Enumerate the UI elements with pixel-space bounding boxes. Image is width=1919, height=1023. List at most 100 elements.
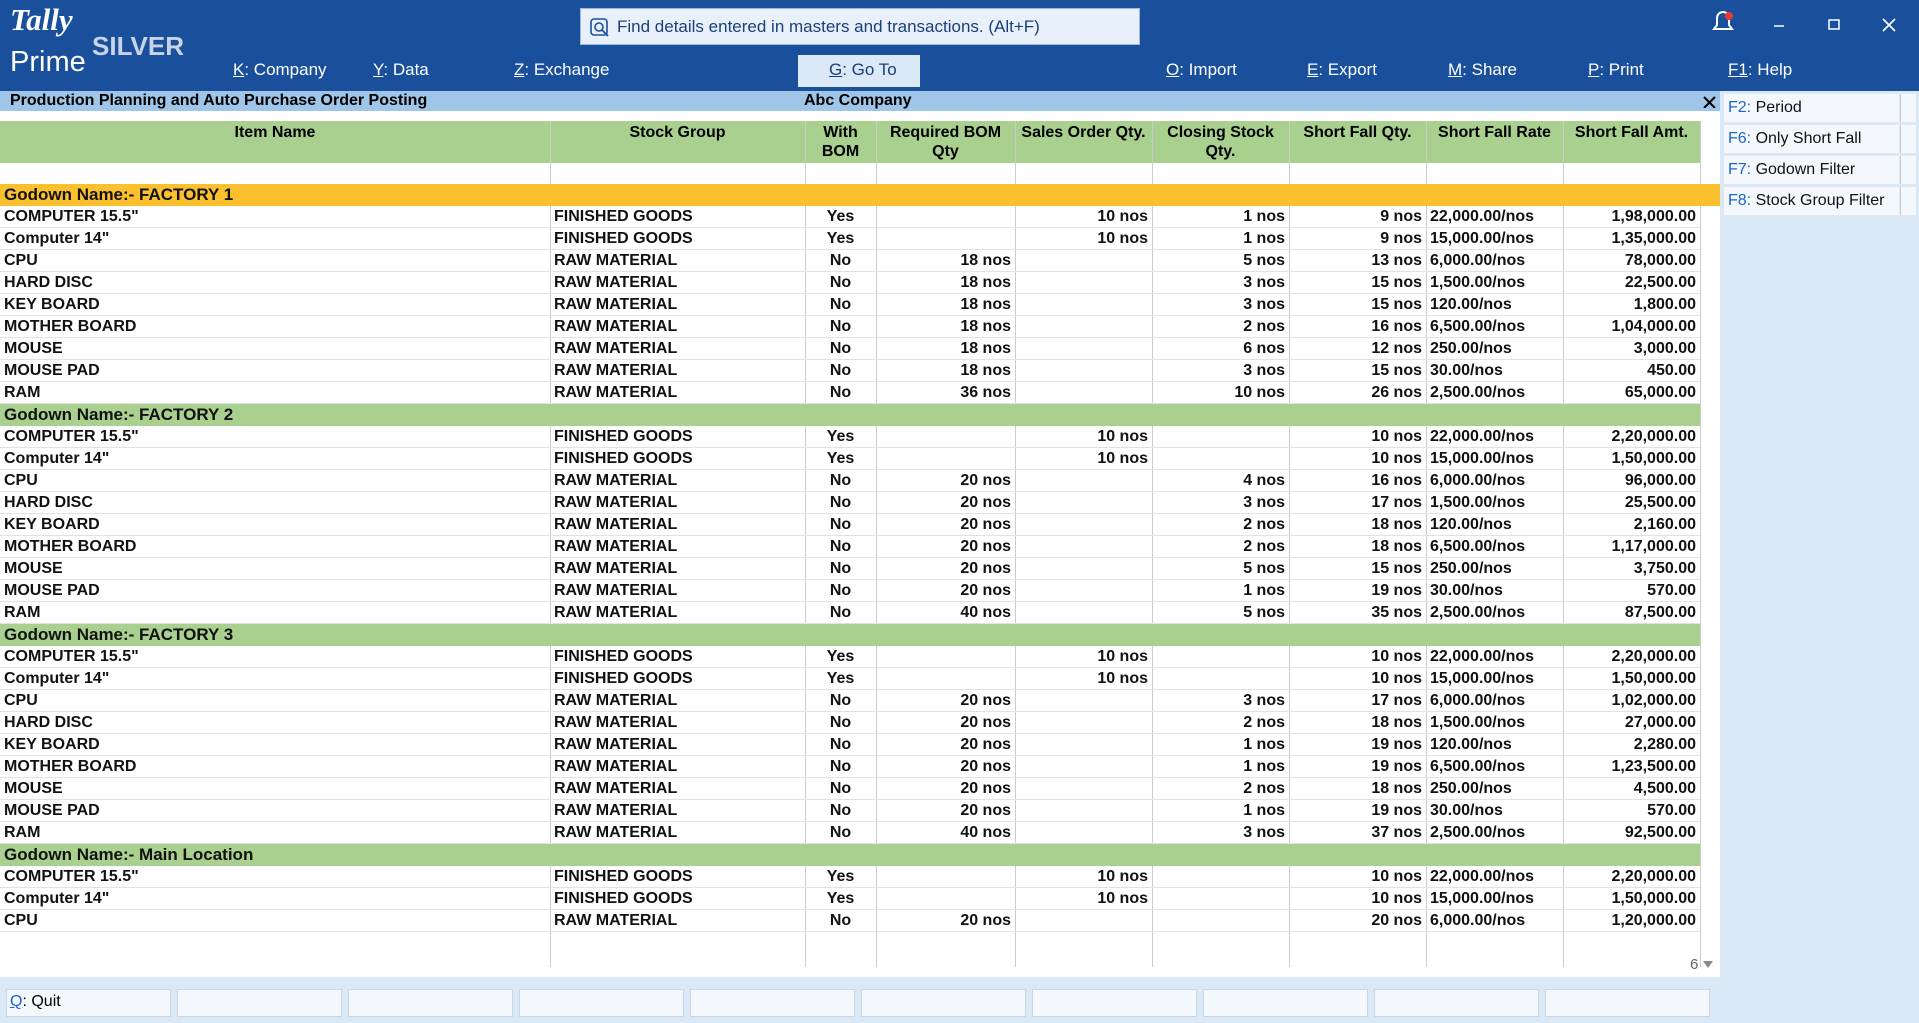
- cell: No: [829, 472, 852, 489]
- cell: Yes: [826, 670, 855, 687]
- cell: No: [829, 780, 852, 797]
- cell: 18 nos: [960, 318, 1011, 335]
- cell: RAW MATERIAL: [554, 758, 678, 775]
- footer-slot: [861, 989, 1026, 1017]
- menu-item[interactable]: Z: Exchange: [514, 60, 609, 80]
- cell: 1 nos: [1243, 230, 1285, 247]
- row-line: [0, 623, 1700, 624]
- menu-item[interactable]: G: Go To: [829, 60, 897, 80]
- cell: Computer 14": [4, 450, 110, 467]
- row-line: [0, 557, 1700, 558]
- cell: FINISHED GOODS: [554, 868, 693, 885]
- group-row[interactable]: [0, 844, 1700, 866]
- menu-label: : Export: [1318, 60, 1377, 79]
- cell: 17 nos: [1371, 692, 1422, 709]
- side-button[interactable]: F6: Only Short Fall: [1724, 125, 1899, 153]
- row-line: [0, 491, 1700, 492]
- side-button[interactable]: F8: Stock Group Filter: [1724, 187, 1899, 215]
- cell: 10 nos: [1097, 450, 1148, 467]
- search-box[interactable]: Find details entered in masters and tran…: [580, 8, 1140, 45]
- cell: RAM: [4, 824, 41, 841]
- row-line: [0, 799, 1700, 800]
- cell: Yes: [826, 890, 855, 907]
- cell: 3 nos: [1243, 296, 1285, 313]
- cell: 15 nos: [1371, 296, 1422, 313]
- cell: 10 nos: [1371, 648, 1422, 665]
- cell: 18 nos: [960, 296, 1011, 313]
- column-divider: [1289, 121, 1290, 967]
- close-report[interactable]: [1702, 88, 1718, 114]
- cell: 10 nos: [1097, 208, 1148, 225]
- cell: 10 nos: [1371, 428, 1422, 445]
- side-label: Stock Group Filter: [1751, 192, 1885, 209]
- cell: FINISHED GOODS: [554, 208, 693, 225]
- footer-slot: [690, 989, 855, 1017]
- menu-item[interactable]: F1: Help: [1728, 60, 1792, 80]
- cell: 3 nos: [1243, 274, 1285, 291]
- restore[interactable]: [1828, 19, 1840, 30]
- row-line: [0, 337, 1700, 338]
- cell: 2,160.00: [1633, 516, 1696, 533]
- cell: 10 nos: [1371, 890, 1422, 907]
- footer-slot[interactable]: [6, 989, 171, 1017]
- menu-key: F1: [1728, 60, 1748, 79]
- page-number: 6: [1690, 956, 1699, 973]
- side-label: Only Short Fall: [1751, 130, 1862, 147]
- cell: No: [829, 318, 852, 335]
- row-line: [0, 469, 1700, 470]
- window-controls: [1712, 11, 1896, 32]
- group-row[interactable]: [0, 184, 1720, 206]
- cell: 12 nos: [1371, 340, 1422, 357]
- menu-key: Y: [373, 60, 384, 79]
- cell: 25,500.00: [1624, 494, 1696, 511]
- menu-item[interactable]: M: Share: [1448, 60, 1517, 80]
- cell: Computer 14": [4, 890, 110, 907]
- cell: 20 nos: [960, 582, 1011, 599]
- cell: 2 nos: [1243, 318, 1285, 335]
- menu-item[interactable]: P: Print: [1588, 60, 1644, 80]
- close[interactable]: [1882, 18, 1896, 32]
- report-bar: [0, 91, 1720, 111]
- menu-label: : Exchange: [524, 60, 610, 79]
- menu-item[interactable]: K: Company: [233, 60, 327, 80]
- cell: 10 nos: [1234, 384, 1285, 401]
- cell: RAW MATERIAL: [554, 318, 678, 335]
- cell: RAW MATERIAL: [554, 516, 678, 533]
- cell: RAW MATERIAL: [554, 802, 678, 819]
- cell: 1,500.00/nos: [1430, 274, 1526, 291]
- footer-button[interactable]: Q: Quit: [10, 993, 61, 1011]
- menu-item[interactable]: Y: Data: [373, 60, 429, 80]
- group-row[interactable]: [0, 404, 1700, 426]
- cell: 65,000.00: [1624, 384, 1696, 401]
- cell: 6,000.00/nos: [1430, 692, 1526, 709]
- menu-key: P: [1588, 60, 1600, 79]
- menu-key: O: [1166, 60, 1180, 79]
- side-key: F7:: [1728, 161, 1752, 178]
- cell: 1,50,000.00: [1611, 450, 1696, 467]
- cell: 1,50,000.00: [1611, 670, 1696, 687]
- group-row[interactable]: [0, 624, 1700, 646]
- cell: MOUSE: [4, 780, 63, 797]
- cell: No: [829, 494, 852, 511]
- cell: 26 nos: [1371, 384, 1422, 401]
- menu-key: K: [233, 60, 245, 79]
- cell: MOTHER BOARD: [4, 538, 137, 555]
- side-button[interactable]: F7: Godown Filter: [1724, 156, 1899, 184]
- cell: 20 nos: [960, 494, 1011, 511]
- menu-item[interactable]: O: Import: [1166, 60, 1237, 80]
- cell: 3 nos: [1243, 824, 1285, 841]
- cell: 1 nos: [1243, 208, 1285, 225]
- cell: RAW MATERIAL: [554, 582, 678, 599]
- cell: 10 nos: [1371, 450, 1422, 467]
- scroll-arrow[interactable]: [1702, 959, 1713, 969]
- cell: 6,000.00/nos: [1430, 472, 1526, 489]
- cell: 5 nos: [1243, 604, 1285, 621]
- cell: 2 nos: [1243, 714, 1285, 731]
- side-button[interactable]: F2: Period: [1724, 94, 1899, 122]
- column-divider: [550, 121, 551, 967]
- logo-prime: Prime: [10, 46, 86, 78]
- cell: 1 nos: [1243, 802, 1285, 819]
- cell: 13 nos: [1371, 252, 1422, 269]
- menu-item[interactable]: E: Export: [1307, 60, 1377, 80]
- cell: 15,000.00/nos: [1430, 890, 1535, 907]
